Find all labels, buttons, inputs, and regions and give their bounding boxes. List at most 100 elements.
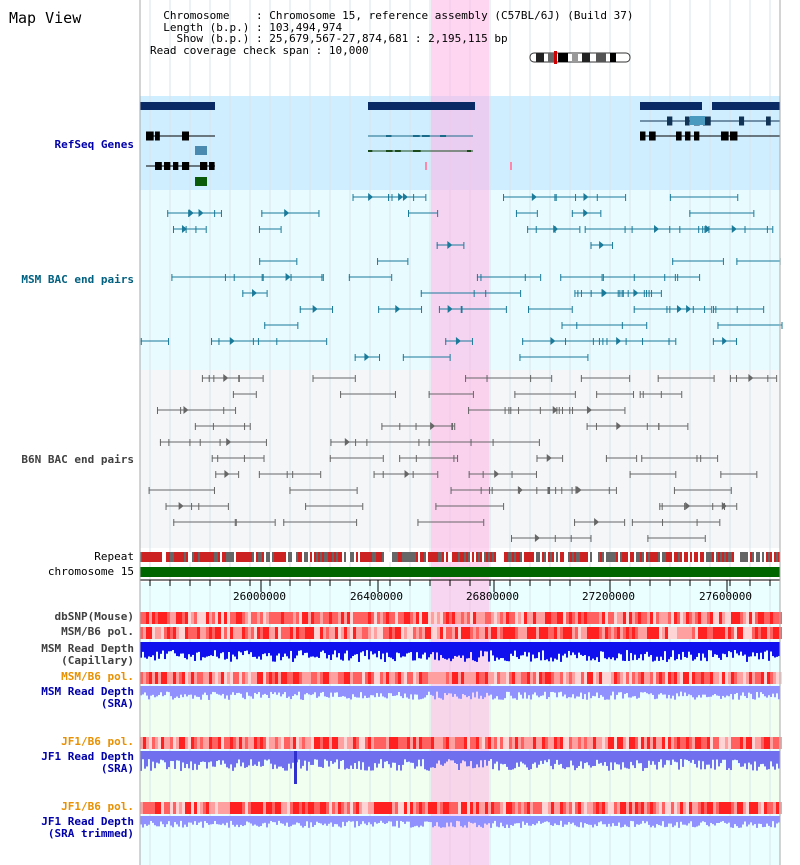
depth-bar: [644, 642, 646, 654]
snp-heat: [590, 612, 593, 624]
repeat-mark: [626, 552, 628, 562]
depth-bar: [260, 816, 262, 827]
repeat-mark: [158, 552, 160, 562]
snp-heat: [401, 612, 404, 624]
bac-end: [391, 194, 393, 201]
depth-bar: [642, 816, 644, 821]
gene-exon: [413, 135, 420, 137]
pol-heat: [662, 737, 665, 749]
depth-bar: [742, 642, 744, 656]
pol-heat: [299, 802, 302, 814]
repeat-mark: [678, 552, 680, 562]
depth-bar: [146, 642, 148, 659]
track-label-b6n-bac[interactable]: B6N BAC end pairs: [21, 453, 134, 466]
depth-bar: [418, 816, 420, 828]
depth-bar: [542, 642, 544, 651]
snp-heat: [341, 612, 344, 624]
depth-bar: [222, 751, 224, 761]
depth-bar: [142, 642, 144, 652]
pol-heat: [527, 627, 530, 639]
repeat-mark: [496, 552, 498, 562]
pol-heat: [254, 672, 257, 684]
depth-bar: [672, 816, 674, 828]
pol-heat: [494, 627, 497, 639]
pol-heat: [332, 802, 335, 814]
depth-bar: [750, 751, 752, 765]
depth-bar: [192, 686, 194, 699]
bac-end: [215, 471, 217, 478]
pol-heat: [194, 802, 197, 814]
pol-heat: [302, 627, 305, 639]
depth-bar: [678, 642, 680, 655]
bac-end: [235, 519, 237, 526]
pol-heat: [347, 802, 350, 814]
depth-bar: [448, 816, 450, 827]
bac-end: [565, 338, 567, 345]
snp-heat: [692, 612, 695, 624]
pol-heat: [233, 802, 236, 814]
pol-heat: [701, 802, 704, 814]
pol-heat: [749, 627, 752, 639]
depth-bar: [224, 642, 226, 660]
depth-bar: [628, 642, 630, 661]
pol-heat: [383, 627, 386, 639]
bac-end: [584, 226, 586, 233]
depth-bar: [776, 642, 778, 657]
pol-heat: [362, 737, 365, 749]
bac-end: [514, 391, 516, 398]
depth-bar: [766, 642, 768, 651]
snp-heat: [698, 612, 701, 624]
snp-heat: [320, 612, 323, 624]
depth-bar: [626, 642, 628, 651]
pol-heat: [302, 737, 305, 749]
depth-bar: [314, 816, 316, 826]
depth-bar: [220, 642, 222, 654]
depth-bar: [172, 686, 174, 700]
pol-heat: [485, 802, 488, 814]
bac-end: [471, 338, 473, 345]
depth-bar: [190, 642, 192, 657]
pol-heat: [527, 672, 530, 684]
pol-heat: [602, 737, 605, 749]
snp-heat: [218, 612, 221, 624]
depth-bar: [512, 816, 514, 826]
track-label-msm-bac[interactable]: MSM BAC end pairs: [21, 273, 134, 286]
repeat-mark: [404, 552, 406, 562]
depth-bar: [498, 751, 500, 771]
bac-end: [729, 375, 731, 382]
depth-bar: [272, 642, 274, 662]
pol-heat: [227, 672, 230, 684]
depth-bar: [438, 686, 440, 698]
bac-end: [519, 354, 521, 361]
bac-arrow: [252, 289, 258, 297]
depth-bar: [734, 686, 736, 695]
track-label-refseq[interactable]: RefSeq Genes: [54, 138, 134, 151]
depth-bar: [478, 751, 480, 768]
repeat-mark: [364, 552, 366, 562]
depth-bar: [626, 751, 628, 769]
bac-end: [326, 338, 328, 345]
pol-heat: [611, 672, 614, 684]
depth-bar: [604, 686, 606, 700]
pol-heat: [473, 737, 476, 749]
depth-bar: [312, 686, 314, 695]
pol-heat: [542, 627, 545, 639]
depth-bar: [448, 686, 450, 694]
depth-bar: [622, 816, 624, 827]
depth-bar: [208, 642, 210, 657]
depth-bar: [144, 751, 146, 769]
depth-bar: [160, 686, 162, 693]
pol-heat: [239, 627, 242, 639]
pol-heat: [701, 627, 704, 639]
repeat-mark: [482, 552, 484, 562]
pol-heat: [200, 627, 203, 639]
depth-bar: [754, 642, 756, 657]
snp-heat: [677, 612, 680, 624]
pol-heat: [545, 672, 548, 684]
depth-bar: [418, 686, 420, 700]
pol-heat: [398, 802, 401, 814]
depth-bar: [480, 816, 482, 827]
depth-bar: [314, 642, 316, 658]
depth-bar: [542, 751, 544, 764]
